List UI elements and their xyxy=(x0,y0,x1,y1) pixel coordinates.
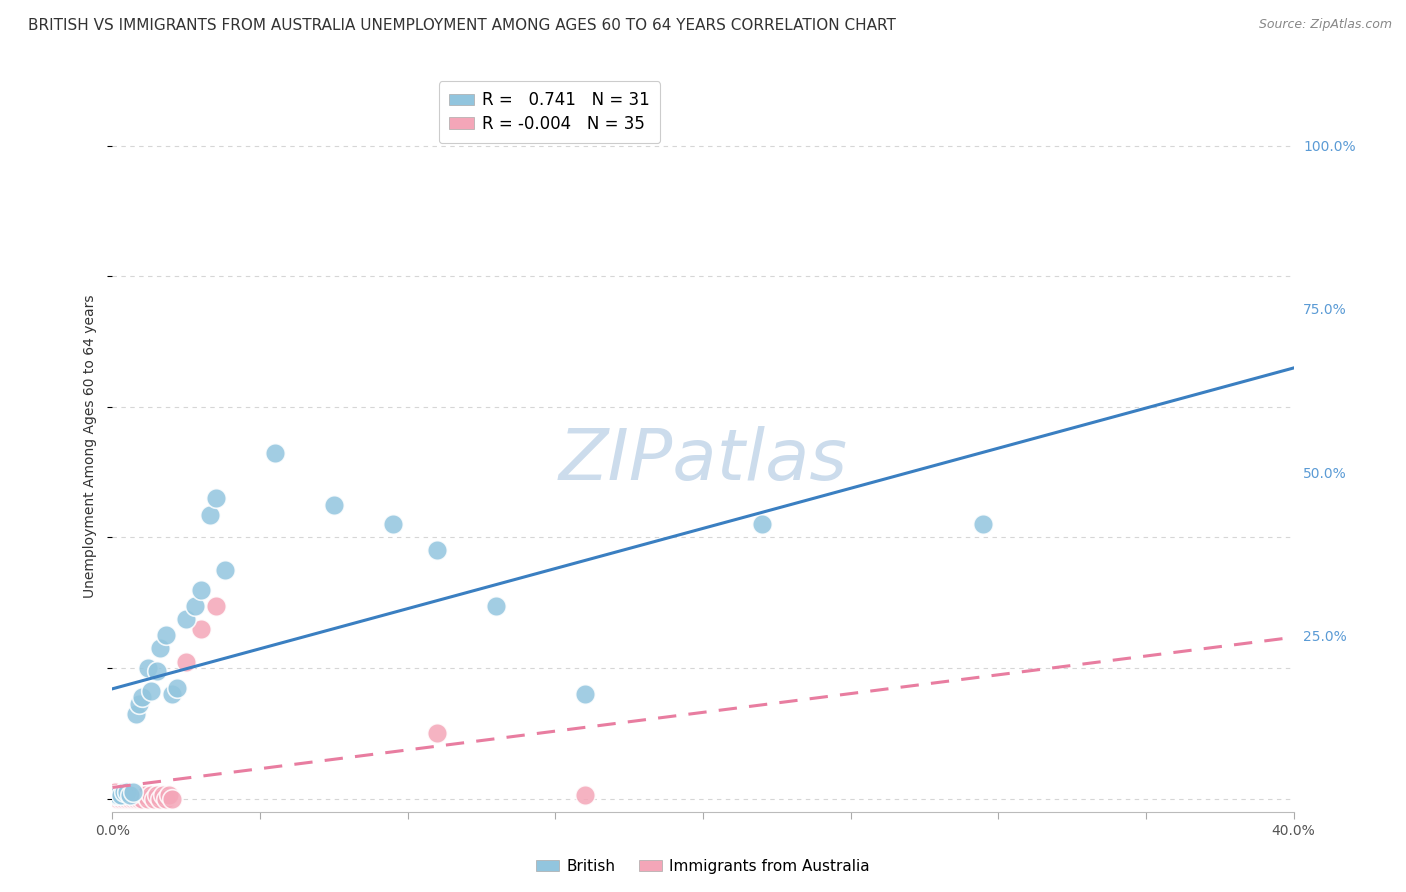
Point xyxy=(122,791,145,805)
Point xyxy=(139,684,162,698)
Point xyxy=(146,665,169,679)
Point xyxy=(205,599,228,613)
Point xyxy=(155,791,177,805)
Point xyxy=(112,785,135,799)
Point xyxy=(973,517,995,532)
Point xyxy=(122,785,145,799)
Point xyxy=(146,789,169,803)
Point xyxy=(166,681,188,695)
Point xyxy=(117,791,138,805)
Point xyxy=(426,726,449,740)
Point xyxy=(152,789,174,803)
Point xyxy=(125,791,148,805)
Legend: R =   0.741   N = 31, R = -0.004   N = 35: R = 0.741 N = 31, R = -0.004 N = 35 xyxy=(439,81,659,143)
Text: Source: ZipAtlas.com: Source: ZipAtlas.com xyxy=(1258,18,1392,31)
Point xyxy=(131,791,153,805)
Point xyxy=(205,491,228,506)
Point xyxy=(382,517,405,532)
Point xyxy=(751,517,773,532)
Point xyxy=(128,791,150,805)
Point xyxy=(214,563,236,577)
Point xyxy=(174,612,197,626)
Point xyxy=(117,789,138,803)
Text: BRITISH VS IMMIGRANTS FROM AUSTRALIA UNEMPLOYMENT AMONG AGES 60 TO 64 YEARS CORR: BRITISH VS IMMIGRANTS FROM AUSTRALIA UNE… xyxy=(28,18,896,33)
Point xyxy=(184,599,207,613)
Point xyxy=(323,498,346,512)
Point xyxy=(190,622,212,636)
Point xyxy=(136,661,159,675)
Point xyxy=(110,791,132,805)
Point xyxy=(134,789,156,803)
Text: ZIPatlas: ZIPatlas xyxy=(558,426,848,495)
Point xyxy=(198,508,221,522)
Point xyxy=(485,599,508,613)
Point xyxy=(160,791,183,805)
Point xyxy=(136,791,159,805)
Point xyxy=(107,789,129,803)
Point xyxy=(125,789,148,803)
Point xyxy=(128,697,150,711)
Point xyxy=(174,655,197,669)
Point xyxy=(574,789,596,803)
Point xyxy=(131,789,153,803)
Point xyxy=(120,789,142,803)
Point xyxy=(125,706,148,721)
Point xyxy=(157,789,180,803)
Point xyxy=(104,785,127,799)
Point xyxy=(122,789,145,803)
Point xyxy=(131,690,153,705)
Point xyxy=(139,789,162,803)
Point xyxy=(426,543,449,558)
Point xyxy=(160,687,183,701)
Legend: British, Immigrants from Australia: British, Immigrants from Australia xyxy=(530,853,876,880)
Point xyxy=(104,789,127,803)
Point xyxy=(120,789,142,803)
Point xyxy=(574,687,596,701)
Point xyxy=(149,791,172,805)
Y-axis label: Unemployment Among Ages 60 to 64 years: Unemployment Among Ages 60 to 64 years xyxy=(83,294,97,598)
Point xyxy=(104,789,127,803)
Point xyxy=(264,445,287,459)
Point xyxy=(190,582,212,597)
Point xyxy=(110,789,132,803)
Point xyxy=(112,785,135,799)
Point xyxy=(110,789,132,803)
Point xyxy=(155,628,177,642)
Point xyxy=(120,791,142,805)
Point xyxy=(112,791,135,805)
Point xyxy=(149,641,172,656)
Point xyxy=(107,791,129,805)
Point xyxy=(107,789,129,803)
Point xyxy=(117,785,138,799)
Point xyxy=(128,789,150,803)
Point xyxy=(142,791,165,805)
